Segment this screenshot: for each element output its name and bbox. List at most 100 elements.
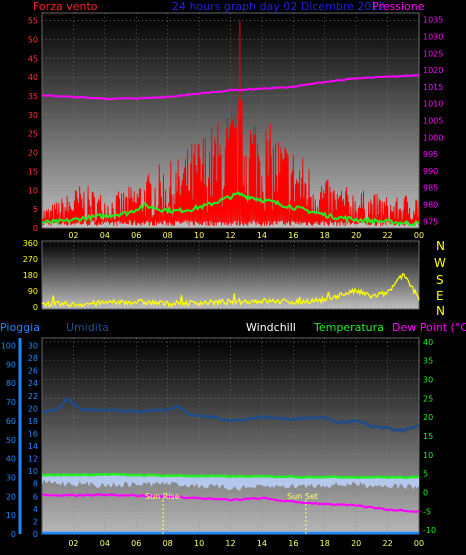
dir-tick-label: 270	[23, 255, 38, 264]
axis-layer: 0510152025303540455055975980985990995100…	[1, 16, 444, 548]
pressure-tick-label: 1025	[423, 49, 443, 58]
rain-tick-label: 20	[6, 492, 16, 501]
pressure-tick-label: 975	[423, 217, 438, 226]
rain-tick-label: 100	[1, 342, 16, 351]
x-tick-label: 00	[414, 539, 424, 548]
dir-tick-label: 90	[28, 287, 38, 296]
humidity-tick-label: 8	[33, 480, 38, 489]
wind-gust-series	[41, 97, 420, 227]
temp-tick-label: 35	[423, 357, 433, 366]
temp-tick-label: 30	[423, 375, 433, 384]
x-tick-label: 18	[320, 231, 330, 240]
humidity-tick-label: 28	[28, 354, 38, 363]
temperature-series	[41, 472, 420, 480]
x-tick-label: 22	[382, 539, 392, 548]
humidity-tick-label: 6	[33, 492, 38, 501]
wind-tick-label: 15	[28, 167, 38, 176]
x-tick-label: 10	[194, 539, 204, 548]
humidity-tick-label: 30	[28, 342, 38, 351]
x-tick-label: 00	[414, 231, 424, 240]
pressure-tick-label: 1010	[423, 100, 443, 109]
humidity-tick-label: 24	[28, 379, 38, 388]
pressure-tick-label: 985	[423, 184, 438, 193]
wind-tick-label: 35	[28, 92, 38, 101]
rain-tick-label: 50	[6, 436, 16, 445]
wind-tick-label: 25	[28, 130, 38, 139]
x-tick-label: 02	[68, 231, 78, 240]
humidity-tick-label: 14	[28, 442, 38, 451]
x-tick-label: 08	[163, 231, 173, 240]
rain-tick-label: 60	[6, 417, 16, 426]
wind-tick-label: 55	[28, 17, 38, 26]
x-tick-label: 08	[163, 539, 173, 548]
humidity-tick-label: 18	[28, 417, 38, 426]
rain-tick-label: 40	[6, 455, 16, 464]
direction-series	[41, 272, 420, 308]
wind-tick-label: 5	[33, 205, 38, 214]
humidity-tick-label: 16	[28, 429, 38, 438]
x-tick-label: 10	[194, 231, 204, 240]
x-tick-label: 12	[225, 539, 235, 548]
temp-tick-label: 15	[423, 432, 433, 441]
x-tick-label: 04	[100, 231, 110, 240]
wind-tick-label: 50	[28, 35, 38, 44]
x-tick-label: 20	[351, 231, 361, 240]
x-tick-label: 04	[100, 539, 110, 548]
wind-tick-label: 0	[33, 224, 38, 233]
wind-tick-label: 45	[28, 54, 38, 63]
x-tick-label: 16	[288, 231, 298, 240]
compass-n-bottom: N	[436, 304, 445, 318]
legend-dewpoint: Dew Point (°C)	[392, 321, 466, 334]
pressure-tick-label: 995	[423, 150, 438, 159]
legend-pioggia: Pioggia	[0, 321, 40, 334]
temp-tick-label: -10	[423, 526, 436, 535]
dir-tick-label: 360	[23, 239, 38, 248]
humidity-tick-label: 4	[33, 505, 38, 514]
x-tick-label: 20	[351, 539, 361, 548]
humidity-tick-label: 0	[33, 530, 38, 539]
legend-temperatura: Temperatura	[313, 321, 384, 334]
compass-n-top: N	[436, 239, 445, 253]
humidity-series	[41, 396, 420, 433]
compass-s: S	[436, 273, 444, 287]
temp-tick-label: 5	[423, 470, 428, 479]
compass-w: W	[434, 256, 446, 270]
legend-umidita: Umidita	[66, 321, 109, 334]
legend-windchill: Windchill	[246, 321, 296, 334]
humidity-tick-label: 26	[28, 367, 38, 376]
chart-title: 24 hours graph day 02 Dicembre 2012	[172, 0, 385, 13]
x-tick-label: 02	[68, 539, 78, 548]
rain-tick-label: 70	[6, 398, 16, 407]
pressure-tick-label: 1015	[423, 83, 443, 92]
x-tick-label: 16	[288, 539, 298, 548]
pressure-tick-label: 990	[423, 167, 438, 176]
pressure-tick-label: 1030	[423, 33, 443, 42]
x-tick-label: 12	[225, 231, 235, 240]
pressure-tick-label: 1000	[423, 133, 443, 142]
dewpoint-series	[41, 493, 420, 513]
x-tick-label: 18	[320, 539, 330, 548]
pressure-tick-label: 980	[423, 200, 438, 209]
temp-tick-label: 40	[423, 338, 433, 347]
pressure-tick-label: 1035	[423, 16, 443, 25]
x-tick-label: 22	[382, 231, 392, 240]
humidity-tick-label: 22	[28, 392, 38, 401]
x-tick-label: 06	[131, 231, 141, 240]
temp-tick-label: 20	[423, 413, 433, 422]
x-tick-label: 14	[257, 539, 267, 548]
rain-tick-label: 30	[6, 473, 16, 482]
rain-tick-label: 0	[11, 530, 16, 539]
rain-tick-label: 90	[6, 360, 16, 369]
humidity-tick-label: 10	[28, 467, 38, 476]
pressure-series	[41, 74, 420, 101]
rain-tick-label: 80	[6, 379, 16, 388]
pressure-tick-label: 1005	[423, 117, 443, 126]
sun-set-label: Sun Set	[287, 492, 318, 501]
temp-tick-label: 25	[423, 394, 433, 403]
compass-e: E	[436, 289, 444, 303]
rain-tick-label: 10	[6, 511, 16, 520]
series-layer	[41, 20, 420, 535]
temp-tick-label: 0	[423, 489, 428, 498]
humidity-tick-label: 12	[28, 455, 38, 464]
pressure-axis-title: Pressione	[372, 0, 425, 13]
